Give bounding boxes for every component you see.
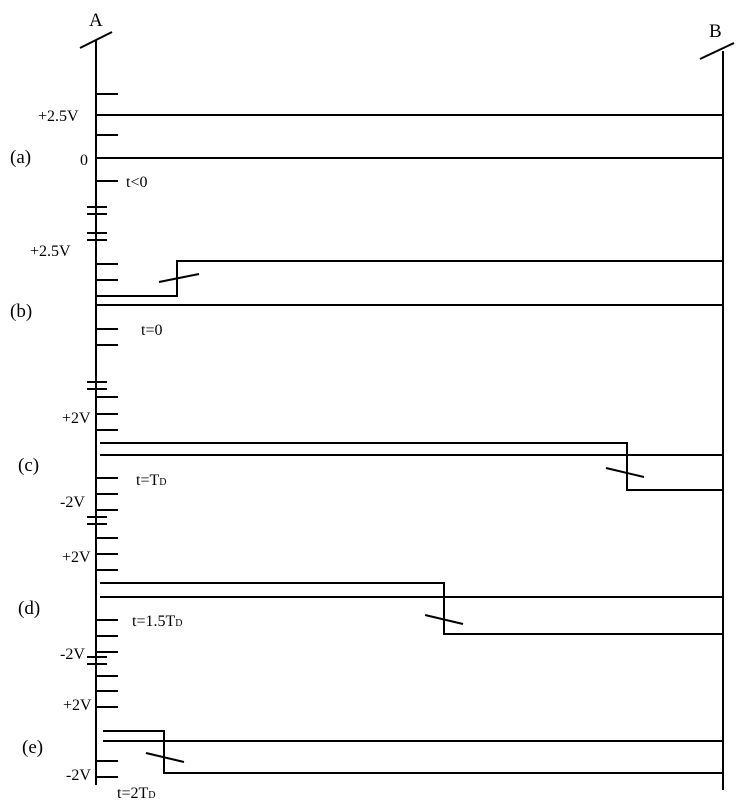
panel-e-waveform-upper [103, 730, 723, 774]
panel-e-voltage-negative: -2V [66, 767, 91, 784]
panel-e-voltage-positive: +2V [63, 697, 92, 714]
panel-a-time: t<0 [126, 174, 147, 191]
panel-d-label: (d) [18, 598, 40, 619]
panel-d-voltage-positive: +2V [62, 549, 91, 566]
panel-c-time: t=TD [136, 472, 166, 489]
panel-b-ticks [87, 232, 118, 390]
panel-c-label: (c) [18, 455, 39, 476]
panel-a-voltage-high: +2.5V [38, 108, 79, 125]
endpoint-b-label: B [709, 21, 722, 42]
panel-d-time: t=1.5TD [132, 613, 182, 630]
panel-c-ticks [87, 396, 118, 525]
panel-c-voltage-negative: -2V [60, 494, 85, 511]
panel-b: +2.5V (b) t=0 [10, 232, 724, 390]
panel-a: +2.5V 0 (a) t<0 [10, 93, 723, 215]
panel-b-label: (b) [10, 301, 32, 322]
panel-d-wavefront-marker [424, 614, 464, 625]
panel-e-wavefront-marker [145, 752, 185, 763]
panel-a-label: (a) [10, 147, 31, 168]
panel-e-label: (e) [22, 737, 43, 758]
panel-e-ticks [96, 675, 118, 778]
panel-c-wavefront-marker [605, 467, 645, 478]
panel-e: +2V -2V (e) t=2TD [22, 675, 723, 801]
panel-d: +2V -2V (d) t=1.5TD [18, 537, 723, 665]
panel-b-time: t=0 [141, 322, 162, 339]
panel-c-voltage-positive: +2V [62, 410, 91, 427]
panel-a-ticks [87, 93, 118, 215]
endpoint-b-marker [699, 42, 735, 60]
panel-b-waveform-step [96, 260, 724, 305]
panel-b-wavefront-marker [158, 273, 200, 283]
panel-d-ticks [87, 537, 118, 665]
panel-c-waveform-upper [100, 442, 723, 491]
panel-e-time: t=2TD [117, 785, 155, 801]
panel-b-voltage-high: +2.5V [30, 243, 71, 260]
endpoint-a-label: A [89, 10, 103, 31]
panel-c: +2V -2V (c) t=TD [18, 396, 723, 525]
panel-d-voltage-negative: -2V [60, 646, 85, 663]
panel-a-voltage-zero: 0 [80, 152, 88, 169]
panel-d-waveform-upper [100, 582, 723, 635]
